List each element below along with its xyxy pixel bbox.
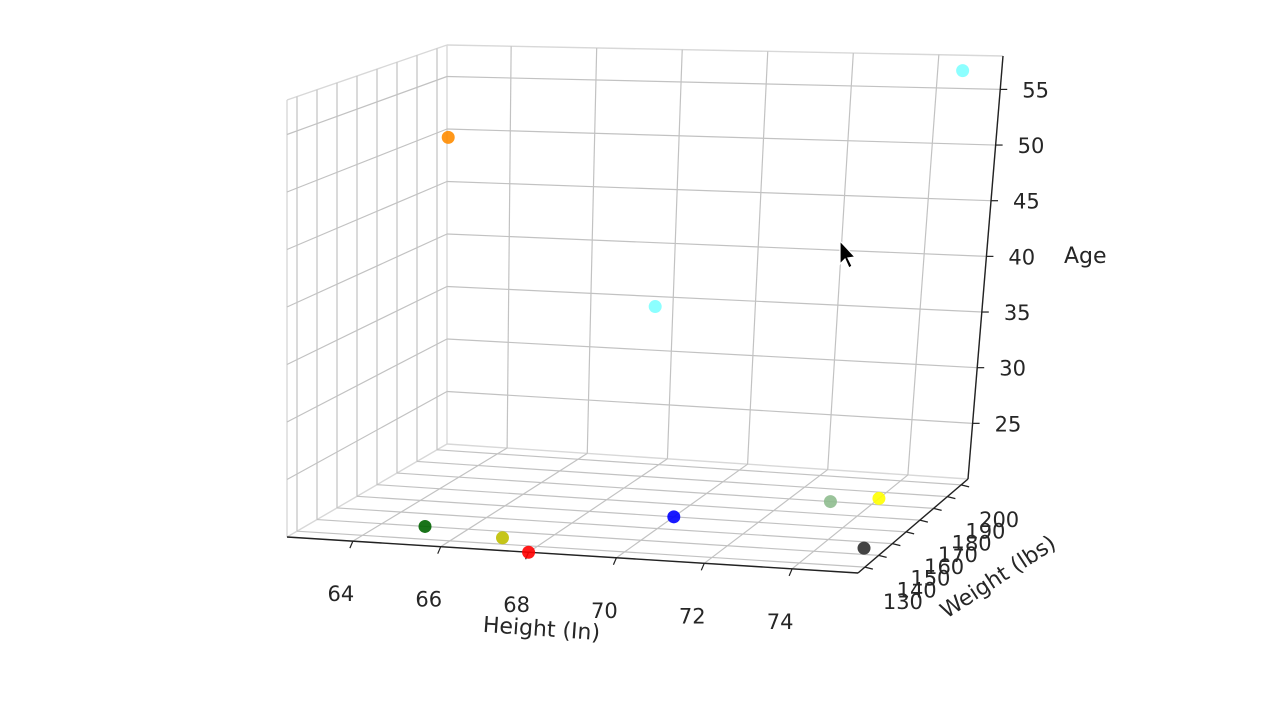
grid-line-weight: [296, 530, 865, 568]
data-point: [441, 130, 455, 144]
x-axis-line: [286, 536, 859, 574]
z-tick-label: 45: [1013, 190, 1040, 214]
grid-line-age: [286, 285, 448, 366]
grid-line-height: [528, 458, 668, 553]
y-tick-label: 170: [938, 543, 978, 567]
grid-line-height: [506, 46, 512, 449]
grid-line-age: [286, 75, 448, 136]
y-tick-mark: [892, 543, 901, 547]
pane-edge: [446, 443, 969, 480]
x-axis-label: Height (In): [482, 613, 601, 646]
data-point: [522, 545, 536, 559]
mouse-cursor-icon: [839, 239, 857, 269]
data-point: [495, 531, 509, 545]
data-point: [667, 510, 681, 524]
grid-line-height: [440, 452, 588, 548]
grid-line-weight: [356, 495, 907, 533]
pane-edges: [286, 44, 1004, 574]
x-tick-label: 68: [503, 593, 530, 617]
x-tick-label: 70: [591, 599, 618, 623]
z-tick-label: 55: [1022, 78, 1049, 102]
y-tick-label: 190: [965, 520, 1005, 544]
grid-line-height: [907, 54, 940, 476]
grid-line-weight: [436, 449, 962, 486]
grid-line-age: [446, 180, 992, 202]
z-axis-label: Age: [1064, 244, 1107, 269]
grid-line-height: [666, 49, 683, 459]
y-tick-mark: [919, 519, 929, 523]
grid-line-weight: [376, 484, 920, 521]
y-tick-mark: [933, 507, 942, 511]
x-tick-mark: [788, 568, 793, 577]
z-tick-label: 50: [1018, 134, 1045, 158]
y-axis-line: [857, 478, 969, 574]
data-point: [418, 519, 432, 533]
grid-lines: [286, 46, 1001, 570]
y-tick-label: 200: [979, 508, 1019, 532]
y-tick-mark: [864, 566, 874, 570]
x-tick-mark: [437, 546, 442, 554]
x-tick-mark: [349, 540, 354, 549]
y-tick-label: 150: [910, 567, 950, 591]
grid-line-age: [286, 233, 448, 308]
data-point: [823, 495, 837, 509]
x-tick-label: 74: [767, 610, 794, 634]
grid-line-age: [286, 390, 448, 481]
x-tick-label: 66: [415, 588, 442, 612]
y-tick-label: 140: [897, 578, 937, 602]
x-tick-label: 72: [679, 604, 706, 628]
grid-line-age: [446, 338, 978, 369]
y-tick-mark: [947, 496, 956, 500]
z-tick-label: 30: [999, 357, 1026, 381]
pane-edge: [286, 44, 448, 101]
y-tick-label: 180: [952, 531, 992, 555]
x-tick-label: 64: [328, 582, 355, 606]
grid-line-age: [286, 128, 448, 193]
z-tick-label: 25: [995, 412, 1022, 436]
grid-line-height: [791, 474, 909, 570]
grid-line-weight: [396, 472, 934, 509]
grid-line-height: [586, 47, 598, 454]
y-tick-label: 160: [924, 555, 964, 579]
data-point: [956, 64, 970, 78]
pane-edge: [446, 44, 1004, 57]
z-axis-line: [967, 55, 1004, 480]
axes: [286, 55, 1008, 577]
grid-line-weight: [316, 518, 879, 556]
grid-line-age: [446, 75, 1001, 90]
grid-line-age: [446, 390, 973, 424]
data-point: [872, 491, 886, 505]
y-tick-mark: [878, 554, 887, 558]
grid-line-height: [703, 469, 829, 564]
data-points: [418, 64, 970, 559]
grid-line-height: [352, 447, 508, 542]
grid-line-weight: [336, 507, 893, 545]
data-point: [648, 300, 662, 314]
x-tick-mark: [612, 557, 617, 566]
y-tick-label: 130: [883, 590, 923, 614]
grid-line-age: [446, 128, 996, 146]
grid-line-height: [746, 51, 769, 465]
grid-line-age: [446, 233, 987, 257]
grid-line-weight: [416, 460, 948, 498]
pane-edge: [286, 443, 448, 538]
grid-line-height: [616, 463, 748, 559]
z-tick-label: 40: [1008, 245, 1035, 269]
x-tick-mark: [700, 563, 705, 571]
grid-line-age: [286, 338, 448, 423]
grid-line-age: [286, 180, 448, 251]
data-point: [857, 541, 871, 555]
z-tick-label: 35: [1004, 301, 1031, 325]
grid-line-age: [446, 285, 982, 313]
y-tick-mark: [960, 484, 970, 488]
y-tick-mark: [905, 531, 915, 535]
